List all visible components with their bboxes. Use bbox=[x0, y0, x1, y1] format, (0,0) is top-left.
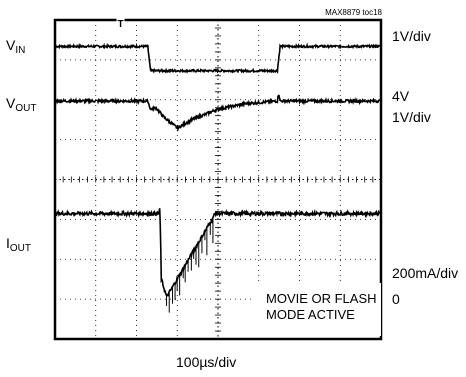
vin-label: VIN bbox=[6, 37, 26, 56]
time-scale: 100µs/div bbox=[176, 354, 237, 370]
vout-label-main: V bbox=[6, 95, 16, 111]
iout-offset: 0 bbox=[392, 291, 400, 307]
vout-label-sub: OUT bbox=[15, 103, 37, 114]
vout-scale: 1V/div bbox=[392, 109, 431, 125]
scope-border bbox=[53, 18, 383, 341]
trigger-marker-text: T bbox=[117, 19, 123, 30]
iout-label: IOUT bbox=[6, 235, 31, 254]
vout-trace bbox=[55, 94, 381, 132]
annotation-box bbox=[253, 283, 381, 336]
traces bbox=[55, 42, 381, 313]
vin-label-sub: IN bbox=[15, 45, 26, 56]
vout-label: VOUT bbox=[6, 95, 37, 114]
annotation-text: MOVIE OR FLASH MODE ACTIVE bbox=[266, 291, 377, 323]
vin-label-main: V bbox=[6, 37, 16, 53]
vin-scale: 1V/div bbox=[392, 28, 431, 44]
annotation-line2: MODE ACTIVE bbox=[266, 307, 355, 322]
iout-scale: 200mA/div bbox=[392, 265, 459, 281]
trigger-marker: T bbox=[116, 17, 125, 30]
annotation-line1: MOVIE OR FLASH bbox=[266, 291, 377, 306]
vout-offset: 4V bbox=[392, 88, 410, 104]
iout-label-main: I bbox=[6, 235, 10, 251]
vin-trace bbox=[55, 42, 381, 75]
figure-id: MAX8879 toc18 bbox=[325, 8, 382, 17]
iout-trace bbox=[55, 208, 381, 298]
iout-label-sub: OUT bbox=[9, 243, 31, 254]
